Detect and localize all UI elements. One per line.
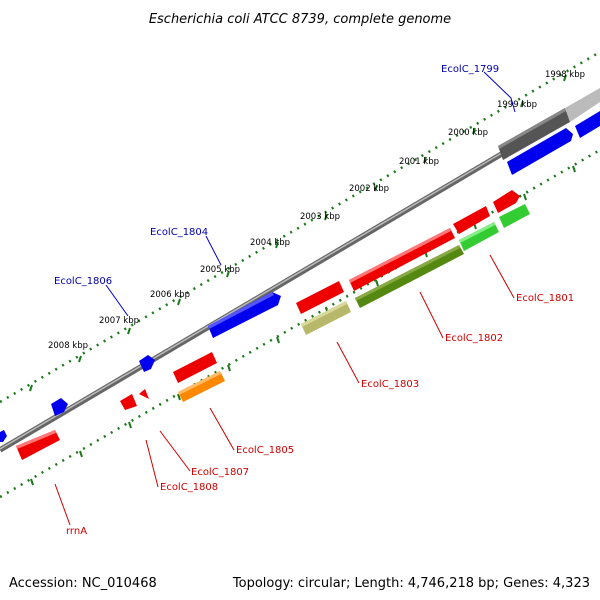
leader-ecolc-1805 [209, 407, 235, 451]
gene-feature-ecolc-1805 [173, 352, 217, 383]
accession-text: Accession: NC_010468 [9, 576, 157, 591]
scale-label: 2003 kbp [300, 212, 340, 222]
gene-label-ecolc-1805: EcolC_1805 [236, 445, 294, 456]
leader-ecolc-1804 [205, 235, 222, 266]
genome-summary-text: Topology: circular; Length: 4,746,218 bp… [232, 576, 590, 591]
gene-label-ecolc-1808: EcolC_1808 [160, 482, 218, 493]
gene-feature-khaki [301, 301, 351, 335]
scale-labels: 1998 kbp 1999 kbp 2000 kbp 2001 kbp 2002… [48, 70, 585, 351]
reverse-features [16, 190, 530, 460]
gene-feature-red [453, 206, 490, 234]
feature-highlight [301, 301, 347, 327]
gene-label-ecolc-1799: EcolC_1799 [441, 64, 499, 75]
gene-label-ecolc-1804: EcolC_1804 [150, 227, 208, 238]
gene-feature-ecolc-1807 [120, 394, 137, 410]
gene-label-ecolc-1803: EcolC_1803 [361, 379, 419, 390]
gene-feature-olive [355, 245, 464, 308]
leader-ecolc-1808 [145, 439, 159, 488]
gene-feature-ecolc-1806 [139, 355, 155, 372]
gene-feature-ecolc-1808 [139, 389, 149, 399]
scale-label: 1999 kbp [497, 100, 537, 110]
gene-feature-orange [178, 371, 225, 402]
feature-highlight [16, 430, 56, 449]
genome-backbone [0, 93, 600, 453]
leader-ecolc-1803 [336, 341, 360, 384]
gene-label-ecolc-1807: EcolC_1807 [191, 467, 249, 478]
gene-feature-blue [0, 430, 7, 442]
feature-highlight [208, 292, 274, 329]
gene-feature-blue [575, 111, 600, 138]
gene-label-ecolc-1802: EcolC_1802 [445, 333, 503, 344]
leader-ecolc-1802 [419, 291, 444, 339]
feature-highlight [498, 108, 566, 149]
leader-ecolc-1801 [489, 254, 515, 299]
leader-ecolc-1799 [483, 71, 516, 113]
gene-feature-rrna [16, 430, 60, 460]
gene-feature-green [459, 222, 499, 251]
scale-label: 2001 kbp [399, 157, 439, 167]
gene-feature-green [499, 204, 530, 228]
scale-label: 2005 kbp [200, 265, 240, 275]
gene-label-ecolc-1801: EcolC_1801 [516, 293, 574, 304]
gene-feature-blue [507, 128, 573, 175]
gene-feature-gray [498, 108, 570, 160]
leader-lines [54, 71, 516, 526]
gene-feature-blue [51, 398, 68, 416]
scale-label: 2000 kbp [448, 128, 488, 138]
scale-label: 2007 kbp [99, 316, 139, 326]
forward-features [0, 88, 600, 442]
feature-highlight [355, 245, 460, 301]
scale-label: 2008 kbp [48, 341, 88, 351]
gene-feature-red [493, 190, 520, 213]
outer-major-ticks [29, 74, 567, 392]
leader-rrna [54, 483, 71, 526]
gene-feature-ecolc-1803 [296, 281, 344, 314]
leader-ecolc-1806 [105, 284, 129, 317]
gene-feature-lightgray [565, 88, 600, 122]
gene-label-ecolc-1806: EcolC_1806 [54, 276, 112, 287]
genome-backbone-highlight [0, 94, 600, 450]
feature-highlight [178, 371, 221, 395]
leader-ecolc-1807 [159, 430, 191, 472]
scale-label: 2002 kbp [349, 184, 389, 194]
gene-feature-ecolc-1804 [208, 292, 281, 338]
feature-highlight [459, 222, 495, 243]
gene-label-rrna: rrnA [66, 526, 87, 537]
gene-labels: EcolC_1799 EcolC_1804 EcolC_1806 EcolC_1… [54, 64, 574, 537]
gene-feature-ecolc-1802 [349, 228, 455, 291]
scale-label: 2004 kbp [250, 238, 290, 248]
scale-label: 1998 kbp [545, 70, 585, 80]
scale-label: 2006 kbp [150, 290, 190, 300]
feature-highlight [349, 228, 451, 283]
map-title: Escherichia coli ATCC 8739, complete gen… [149, 12, 451, 27]
